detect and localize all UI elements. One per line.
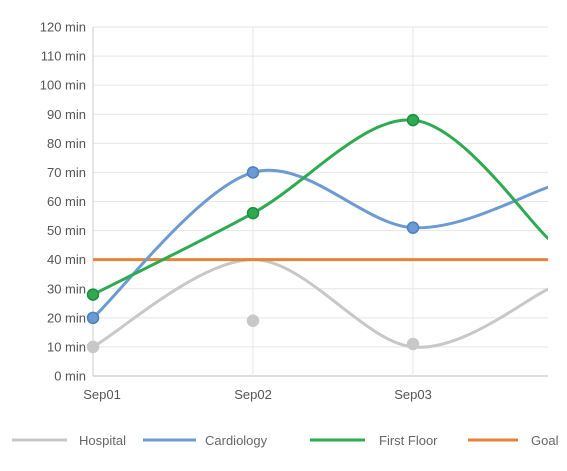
y-tick-label: 30 min	[47, 281, 86, 296]
legend-label: Goal	[531, 433, 559, 448]
data-point-hospital[interactable]	[246, 314, 260, 327]
legend-label: Hospital	[79, 433, 126, 448]
y-tick-label: 40 min	[47, 252, 86, 267]
data-point-cardiology[interactable]	[406, 221, 420, 234]
legend-item-goal[interactable]: Goal	[468, 433, 559, 448]
y-tick-label: 10 min	[47, 339, 86, 354]
y-tick-label: 50 min	[47, 223, 86, 238]
y-tick-label: 90 min	[47, 107, 86, 122]
data-point-hospital[interactable]	[406, 337, 420, 351]
data-point-first-floor[interactable]	[406, 113, 420, 127]
data-point-cardiology[interactable]	[86, 311, 100, 325]
series-markers	[86, 113, 420, 354]
y-tick-label: 0 min	[54, 369, 86, 384]
data-point-first-floor[interactable]	[246, 206, 260, 220]
series-line-hospital	[93, 258, 548, 349]
y-tick-label: 70 min	[47, 165, 86, 180]
legend: Hospital Cardiology First Floor Goal	[12, 433, 559, 448]
series-line-first-floor	[93, 118, 548, 297]
legend-item-first-floor[interactable]: First Floor	[310, 433, 438, 448]
y-tick-label: 120 min	[40, 20, 86, 35]
data-point-cardiology[interactable]	[246, 166, 260, 179]
y-axis-ticks: 0 min 10 min 20 min 30 min 40 min 50 min 60 mi…	[40, 20, 86, 384]
x-tick-label: Sep03	[394, 387, 432, 402]
y-tick-label: 60 min	[47, 194, 86, 209]
legend-label: Cardiology	[205, 433, 268, 448]
data-point-hospital[interactable]	[86, 340, 100, 354]
legend-label: First Floor	[379, 433, 438, 448]
data-point-first-floor[interactable]	[86, 288, 100, 301]
y-tick-label: 20 min	[47, 310, 86, 325]
y-tick-label: 80 min	[47, 136, 86, 151]
x-tick-label: Sep02	[234, 387, 272, 402]
legend-item-hospital[interactable]: Hospital	[12, 433, 126, 448]
y-tick-label: 110 min	[41, 49, 86, 64]
x-axis-ticks: Sep01 Sep02 Sep03	[83, 387, 432, 402]
series-line-cardiology	[93, 168, 548, 320]
series-lines	[93, 118, 548, 349]
grid-lines	[92, 26, 548, 377]
legend-item-cardiology[interactable]: Cardiology	[143, 433, 268, 448]
x-tick-label: Sep01	[83, 387, 121, 402]
y-tick-label: 100 min	[40, 78, 86, 93]
